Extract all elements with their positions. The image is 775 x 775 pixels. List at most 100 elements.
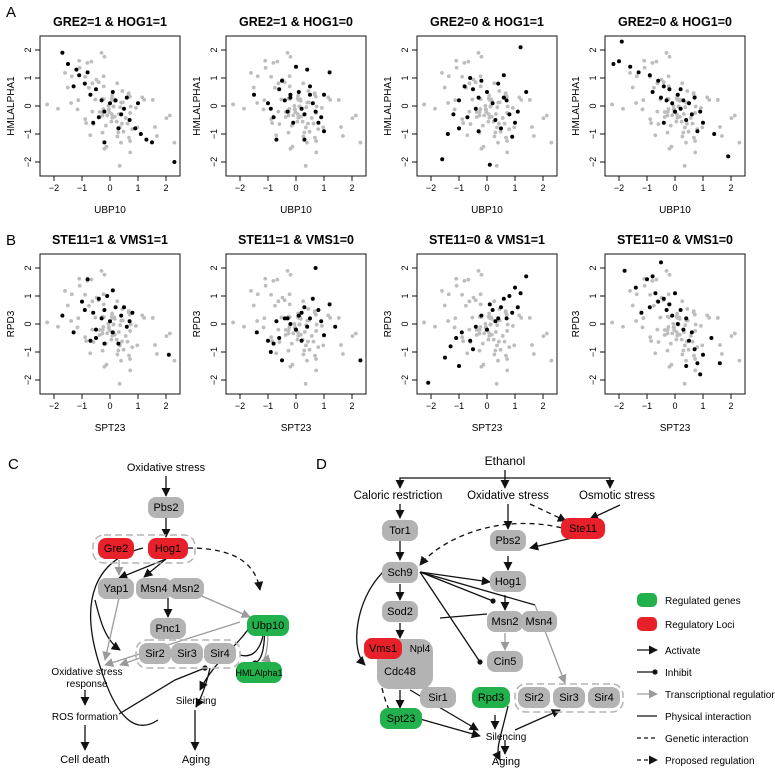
data-point — [479, 78, 484, 83]
background-point — [700, 125, 705, 130]
y-axis-ticks: −2 −1 0 1 2 — [400, 265, 417, 385]
background-point — [87, 303, 91, 308]
background-point — [150, 98, 155, 102]
background-point — [273, 85, 277, 90]
y-axis-ticks: −2 −1 0 1 2 — [400, 47, 417, 167]
background-point — [279, 315, 284, 320]
data-point — [288, 92, 293, 97]
data-point — [465, 115, 470, 120]
background-point — [65, 85, 70, 90]
background-point — [336, 98, 341, 102]
background-point — [263, 276, 268, 281]
data-point — [316, 120, 321, 125]
data-point — [485, 327, 489, 332]
x-tick-label: 0 — [672, 183, 677, 193]
background-point — [498, 347, 503, 352]
background-point — [474, 328, 479, 332]
label-cell-death: Cell death — [60, 754, 110, 766]
background-point — [693, 322, 698, 327]
svg-text:Gre2: Gre2 — [104, 543, 128, 555]
background-point — [279, 97, 284, 102]
background-point — [487, 311, 492, 316]
node-rpd3: Rpd3 — [472, 687, 510, 708]
background-point — [517, 313, 522, 318]
background-point — [683, 323, 688, 328]
background-point — [100, 328, 105, 332]
background-point — [650, 278, 655, 283]
data-point — [650, 90, 655, 94]
background-point — [109, 119, 114, 124]
svg-text:Regulated genes: Regulated genes — [665, 596, 741, 607]
x-tick-label: 2 — [540, 183, 545, 193]
background-point — [507, 127, 512, 131]
data-point — [490, 308, 495, 312]
background-point — [301, 352, 306, 357]
background-point — [94, 77, 99, 82]
background-point — [295, 337, 300, 342]
node-ubp10: Ubp10 — [247, 615, 289, 636]
background-point — [307, 129, 312, 134]
svg-text:Cin5: Cin5 — [494, 656, 517, 668]
background-point — [680, 134, 685, 139]
data-point — [74, 67, 79, 72]
node-sch9: Sch9 — [382, 562, 418, 583]
background-point — [478, 325, 483, 329]
background-point — [164, 334, 169, 339]
background-point — [84, 121, 89, 125]
data-point — [60, 313, 65, 318]
background-point — [504, 312, 509, 317]
svg-text:Sod2: Sod2 — [387, 606, 413, 618]
background-point — [492, 352, 497, 357]
background-point — [314, 139, 318, 143]
data-point — [94, 87, 98, 92]
background-point — [693, 329, 698, 333]
background-point — [85, 60, 90, 65]
scatter-panel-b3: STE11=0 & VMS1=1 −2 −1 0 1 2 −2 −1 0 1 2 SPT23 R… — [383, 233, 558, 434]
svg-text:Vms1: Vms1 — [369, 643, 397, 655]
background-point — [295, 96, 300, 101]
data-point — [94, 327, 98, 332]
background-point — [692, 135, 696, 140]
node-ste11: Ste11 — [561, 518, 605, 539]
background-point — [292, 321, 297, 326]
background-point — [512, 125, 517, 130]
background-point — [302, 348, 307, 353]
node-spt23: Spt23 — [380, 708, 422, 729]
background-point — [505, 104, 510, 109]
background-point — [121, 347, 126, 352]
data-point — [110, 288, 115, 293]
background-point — [172, 140, 177, 145]
background-point — [659, 77, 664, 82]
panel-label-a: A — [6, 4, 16, 21]
background-point — [467, 327, 472, 332]
x-tick-label: −2 — [426, 183, 436, 193]
data-point — [496, 81, 501, 86]
background-point — [69, 101, 74, 105]
stress-osmotic: Osmotic stress — [579, 490, 655, 502]
background-point — [479, 54, 484, 59]
background-point — [667, 272, 672, 277]
background-point — [680, 81, 685, 86]
background-point — [653, 351, 658, 356]
background-point — [481, 144, 486, 149]
background-point — [125, 121, 130, 126]
y-tick-label: −1 — [400, 347, 410, 357]
background-point — [242, 106, 246, 111]
background-point — [500, 334, 505, 338]
data-point — [110, 90, 115, 94]
background-point — [504, 135, 508, 140]
svg-text:Sir2: Sir2 — [524, 692, 544, 704]
background-point — [634, 292, 639, 297]
background-point — [275, 59, 280, 64]
data-point — [661, 296, 666, 301]
background-point — [628, 71, 632, 75]
data-point — [282, 98, 287, 103]
background-point — [101, 74, 106, 79]
x-axis-label: SPT23 — [95, 423, 126, 434]
background-point — [670, 331, 675, 336]
background-point — [665, 110, 670, 114]
data-point — [513, 285, 517, 290]
background-point — [336, 316, 341, 320]
background-point — [505, 322, 510, 327]
background-point — [642, 65, 647, 70]
